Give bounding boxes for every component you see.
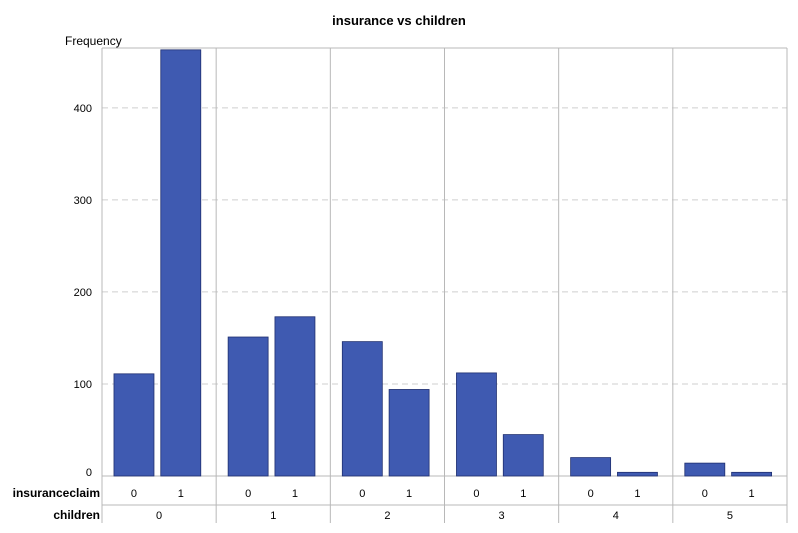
inner-category-label: 1 xyxy=(178,488,184,500)
inner-category-label: 0 xyxy=(473,488,479,500)
outer-category-label: 5 xyxy=(727,510,733,522)
outer-category-label: 4 xyxy=(613,510,619,522)
inner-category-label: 0 xyxy=(702,488,708,500)
inner-category-label: 1 xyxy=(749,488,755,500)
bar-children-4-claim-0 xyxy=(570,457,612,477)
bar-children-0-claim-1 xyxy=(160,49,202,477)
y-tick-label: 200 xyxy=(74,287,92,299)
bar-children-4-claim-1 xyxy=(617,471,658,477)
inner-category-label: 0 xyxy=(131,488,137,500)
y-tick-label: 300 xyxy=(74,195,92,207)
outer-axis-label: children xyxy=(53,508,100,522)
inner-category-label: 1 xyxy=(634,488,640,500)
bar-children-3-claim-1 xyxy=(502,434,544,477)
y-tick-label: 400 xyxy=(74,103,92,115)
outer-category-label: 1 xyxy=(270,510,276,522)
bar-children-5-claim-1 xyxy=(731,471,773,477)
inner-category-label: 0 xyxy=(245,488,251,500)
outer-category-label: 2 xyxy=(384,510,390,522)
bar-children-1-claim-0 xyxy=(227,336,269,477)
y-tick-label: 100 xyxy=(74,379,92,391)
bar-children-5-claim-0 xyxy=(684,462,726,477)
inner-category-label: 1 xyxy=(520,488,526,500)
y-tick-label: 0 xyxy=(86,467,92,479)
chart-title: insurance vs children xyxy=(332,13,466,28)
bar-children-3-claim-0 xyxy=(456,372,497,477)
outer-category-label: 3 xyxy=(499,510,505,522)
inner-category-label: 0 xyxy=(588,488,594,500)
bar-children-1-claim-1 xyxy=(274,316,316,477)
outer-category-label: 0 xyxy=(156,510,162,522)
bar-children-2-claim-1 xyxy=(388,389,430,477)
bar-children-2-claim-0 xyxy=(341,341,383,477)
inner-category-label: 0 xyxy=(359,488,365,500)
bar-children-0-claim-0 xyxy=(113,373,155,477)
inner-category-label: 1 xyxy=(406,488,412,500)
y-axis-label: Frequency xyxy=(65,34,122,48)
inner-category-label: 1 xyxy=(292,488,298,500)
inner-axis-label: insuranceclaim xyxy=(13,486,100,500)
